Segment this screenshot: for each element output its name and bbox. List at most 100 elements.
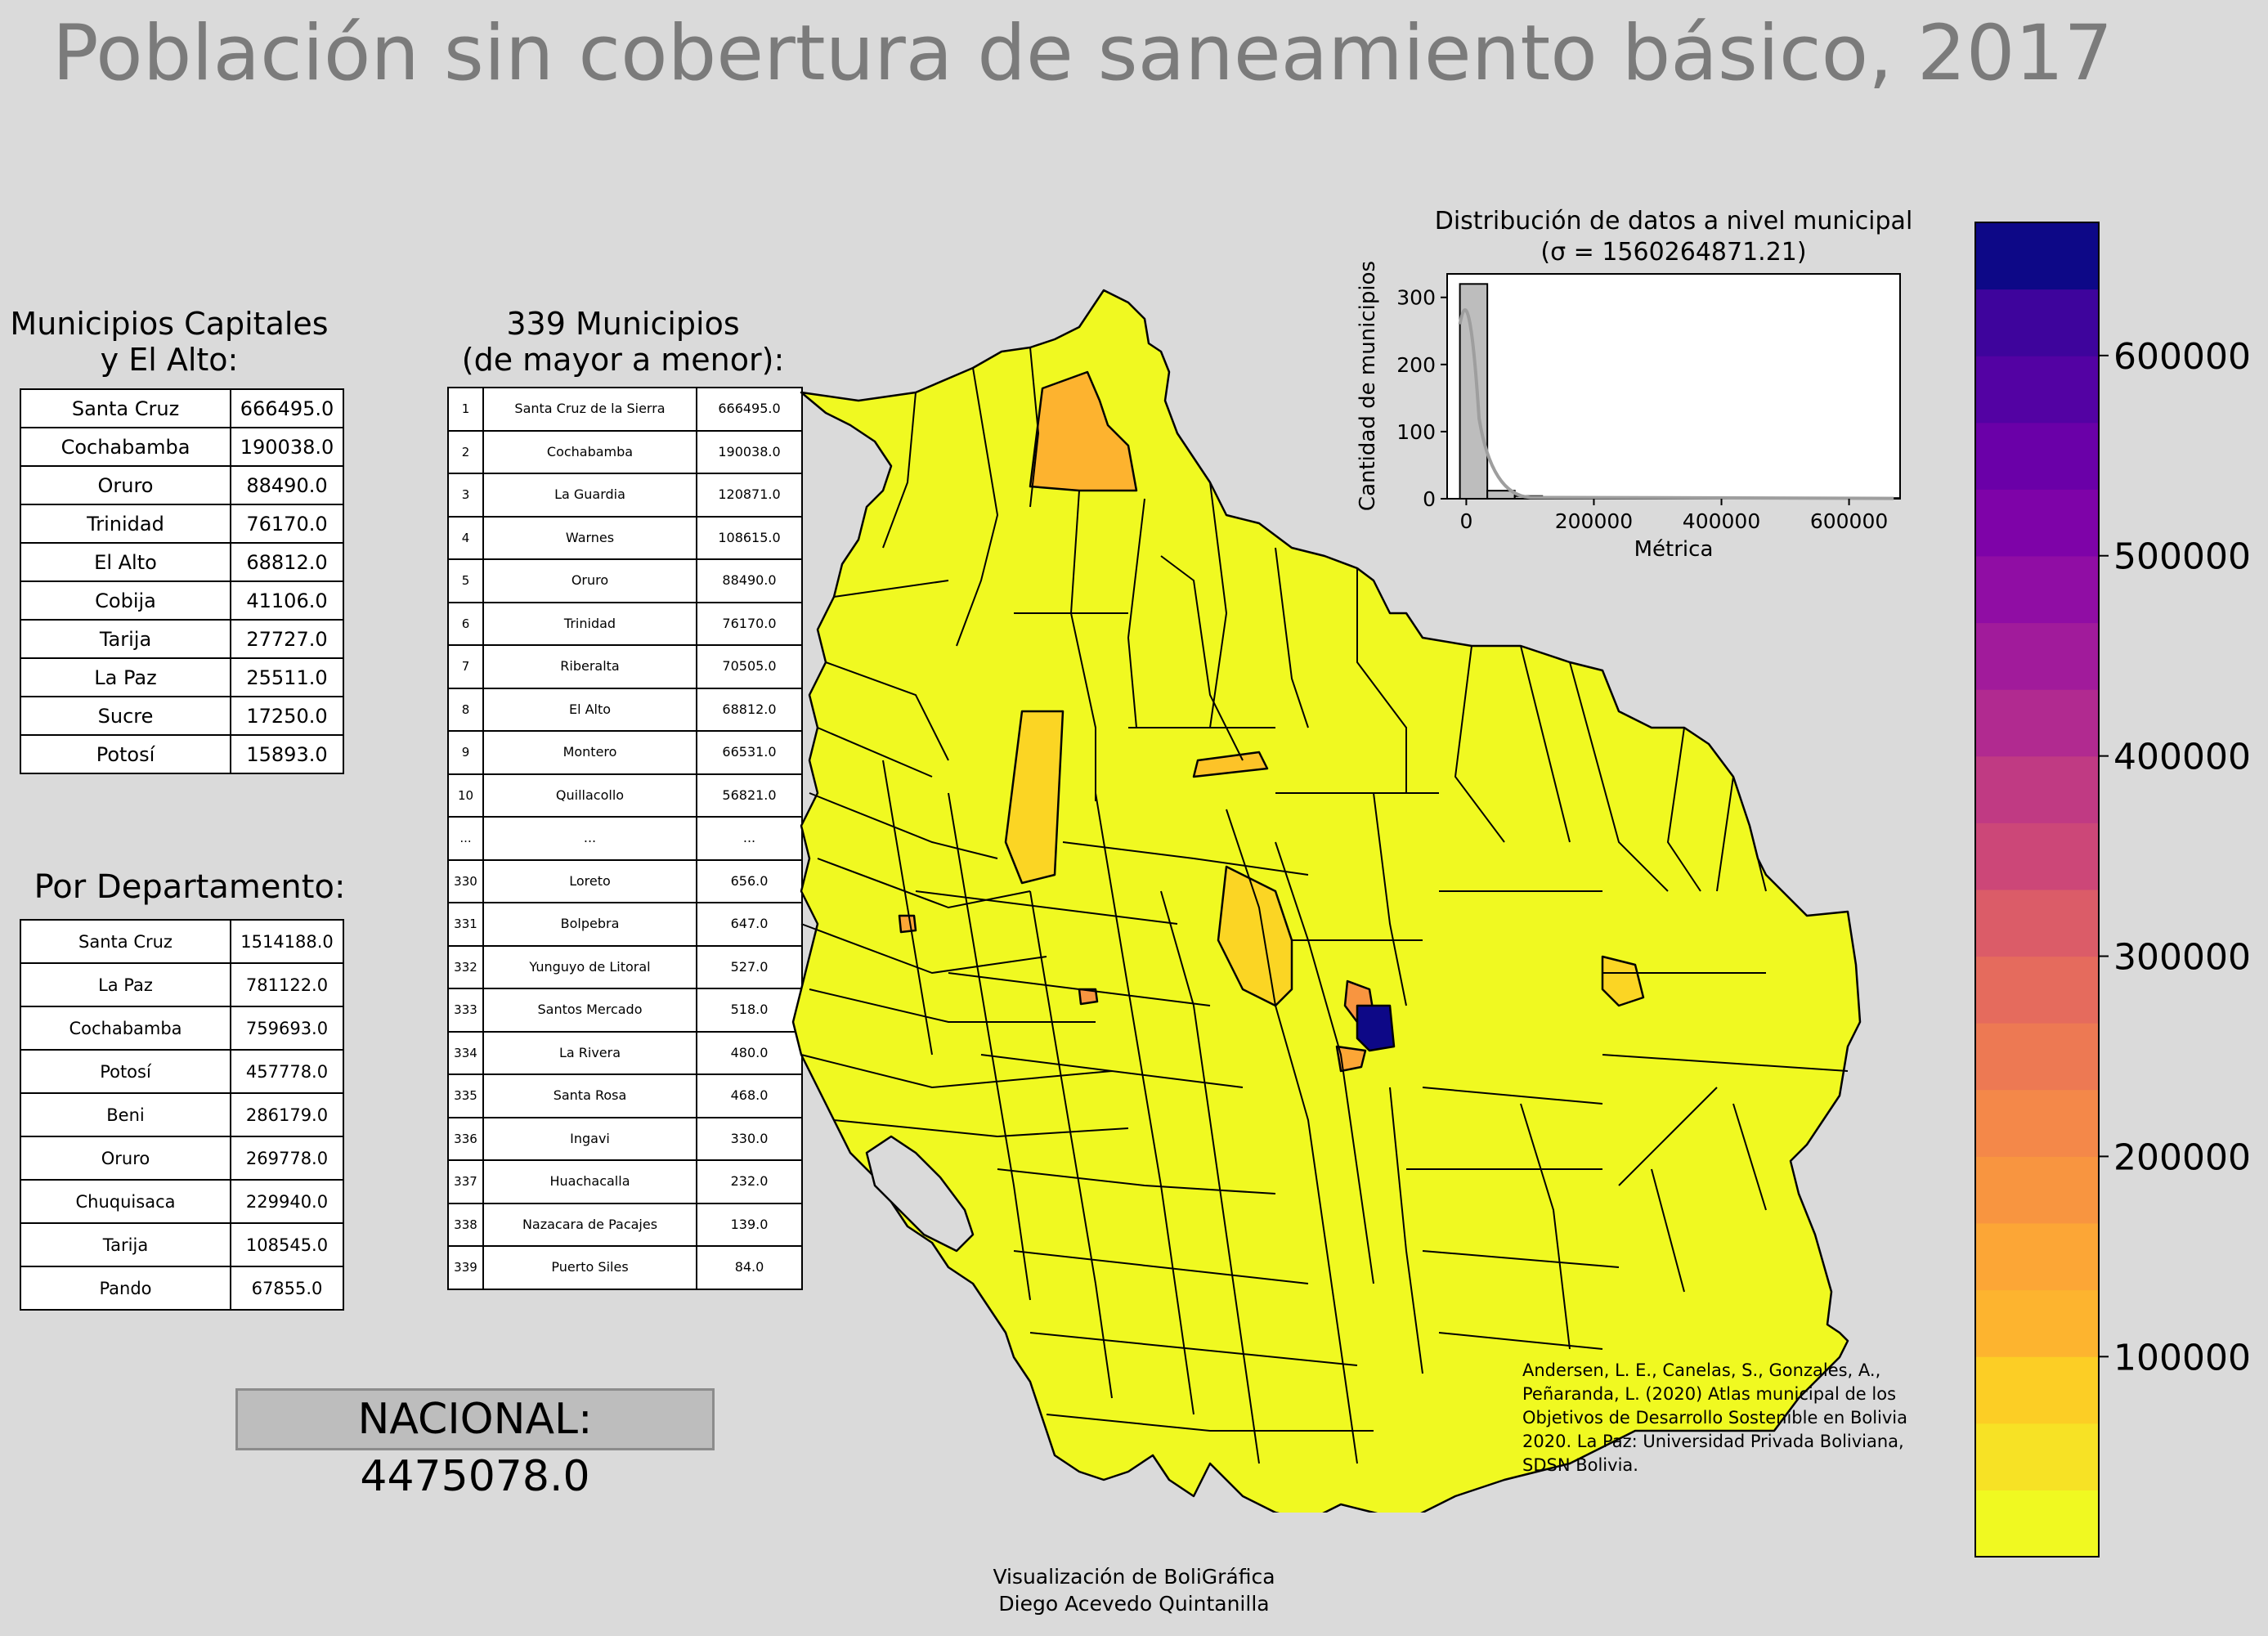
histogram-ytick-label: 100 (1396, 420, 1436, 444)
cell-value: 190038.0 (230, 427, 344, 467)
cell-name: Tarija (20, 619, 231, 659)
capitals-title: Municipios Capitales y El Alto: (0, 306, 338, 378)
cell-rank: 334 (447, 1030, 484, 1075)
colorbar-bin (1975, 1356, 2099, 1424)
capitals-title-line1: Municipios Capitales (10, 306, 329, 342)
cell-value: 330.0 (696, 1116, 803, 1161)
map-country-shape (791, 289, 1862, 1513)
cell-value: 88490.0 (230, 465, 344, 505)
colorbar-tick-label: 200000 (2113, 1136, 2251, 1178)
cell-name: El Alto (482, 687, 697, 732)
municipio-row: 330 Loreto 656.0 (447, 858, 803, 903)
cell-name: Sucre (20, 696, 231, 736)
map-municipality-riberalta-area (1004, 710, 1065, 885)
cell-rank: 5 (447, 558, 484, 603)
colorbar-bin (1975, 622, 2099, 690)
histogram-ytick-label: 0 (1423, 487, 1436, 511)
cell-value: 88490.0 (696, 558, 803, 603)
histogram-title: Distribución de datos a nivel municipal (1435, 207, 1913, 235)
cell-rank: 10 (447, 773, 484, 818)
cell-value: 66531.0 (696, 730, 803, 775)
histogram-subtitle: (σ = 1560264871.21) (1540, 238, 1806, 267)
map-municipality-quillacollo (898, 914, 917, 934)
municipio-row: 337 Huachacalla 232.0 (447, 1159, 803, 1204)
cell-name: Beni (20, 1092, 231, 1137)
credits: Visualización de BoliGráfica Diego Aceve… (0, 1563, 2268, 1617)
map-municipality-east-block (1601, 955, 1645, 1007)
capital-row: Cochabamba 190038.0 (20, 427, 344, 467)
capital-row: Trinidad 76170.0 (20, 504, 344, 544)
cell-name: Huachacalla (482, 1159, 697, 1204)
colorbar-bin (1975, 755, 2099, 823)
map-municipality-warnes (1217, 865, 1293, 1007)
department-row: La Paz 781122.0 (20, 962, 344, 1007)
map-borders-north (882, 347, 1849, 1374)
cell-value: 1514188.0 (230, 919, 344, 964)
capitals-title-line2: y El Alto: (100, 342, 239, 378)
cell-value: 68812.0 (230, 542, 344, 582)
colorbar-bin (1975, 890, 2099, 957)
capitals-table: Santa Cruz 666495.0 Cochabamba 190038.0 Orur… (20, 388, 344, 774)
cell-name: Yunguyo de Litoral (482, 944, 697, 989)
cell-name: La Rivera (482, 1030, 697, 1075)
cell-name: Santos Mercado (482, 988, 697, 1033)
municipio-row: ......... (447, 816, 803, 861)
cell-name: Riberalta (482, 644, 697, 689)
map-lake-titicaca (865, 1135, 975, 1253)
capital-row: Santa Cruz 666495.0 (20, 388, 344, 428)
map-municipality-la-guardia (1029, 370, 1138, 492)
histogram-ytick-label: 200 (1396, 353, 1436, 377)
cell-value: ... (696, 816, 803, 861)
histogram-xtick-label: 400000 (1683, 509, 1760, 533)
map-municipality-band (1192, 751, 1269, 778)
cell-value: 457778.0 (230, 1049, 344, 1094)
histogram-xtick-label: 200000 (1555, 509, 1633, 533)
cell-value: 480.0 (696, 1030, 803, 1075)
cell-name: Cobija (20, 580, 231, 621)
cell-rank: 4 (447, 515, 484, 560)
colorbar-bin (1975, 1423, 2099, 1490)
cell-rank: 335 (447, 1073, 484, 1118)
colorbar-tick-label: 600000 (2113, 336, 2251, 378)
cell-rank: 333 (447, 988, 484, 1033)
cell-name: Potosí (20, 734, 231, 774)
cell-name: La Guardia (482, 473, 697, 518)
municipios-table: 1 Santa Cruz de la Sierra 666495.0 2 Cochaba… (447, 387, 803, 1290)
cell-value: 76170.0 (230, 504, 344, 544)
cell-value: 76170.0 (696, 601, 803, 646)
cell-name: Bolpebra (482, 902, 697, 947)
colorbar-tick-label: 300000 (2113, 937, 2251, 979)
cell-rank: 330 (447, 858, 484, 903)
distribution-histogram: Distribución de datos a nivel municipal … (1356, 207, 1913, 562)
municipios-title-line2: (de mayor a menor): (461, 342, 785, 378)
cell-rank: 339 (447, 1245, 484, 1290)
cell-value: 17250.0 (230, 696, 344, 736)
cell-value: 781122.0 (230, 962, 344, 1007)
cell-name: Oruro (20, 1136, 231, 1181)
colorbar-bin (1975, 1156, 2099, 1224)
histogram-ytick-label: 300 (1396, 286, 1436, 310)
colorbar-bin (1975, 422, 2099, 490)
cell-name: Santa Rosa (482, 1073, 697, 1118)
histogram-ylabel: Cantidad de municipios (1356, 261, 1380, 511)
cell-value: 759693.0 (230, 1006, 344, 1051)
cell-rank: 2 (447, 429, 484, 474)
cell-name: Trinidad (20, 504, 231, 544)
colorbar-bin (1975, 1089, 2099, 1157)
colorbar-bin (1975, 1023, 2099, 1091)
cell-value: 527.0 (696, 944, 803, 989)
cell-name: Cochabamba (20, 1006, 231, 1051)
colorbar-bin (1975, 1490, 2099, 1558)
cell-name: Quillacollo (482, 773, 697, 818)
histogram-plot-area (1446, 273, 1901, 500)
cell-name: Santa Cruz de la Sierra (482, 387, 697, 432)
colorbar-bin (1975, 556, 2099, 624)
department-row: Pando 67855.0 (20, 1266, 344, 1311)
capital-row: Sucre 17250.0 (20, 696, 344, 736)
municipio-row: 2 Cochabamba 190038.0 (447, 429, 803, 474)
cell-value: 666495.0 (696, 387, 803, 432)
colorbar-bin (1975, 289, 2099, 356)
map-municipality-cochabamba (1078, 988, 1099, 1006)
colorbar-tick-label: 400000 (2113, 737, 2251, 778)
municipios-title-line1: 339 Municipios (506, 306, 740, 342)
